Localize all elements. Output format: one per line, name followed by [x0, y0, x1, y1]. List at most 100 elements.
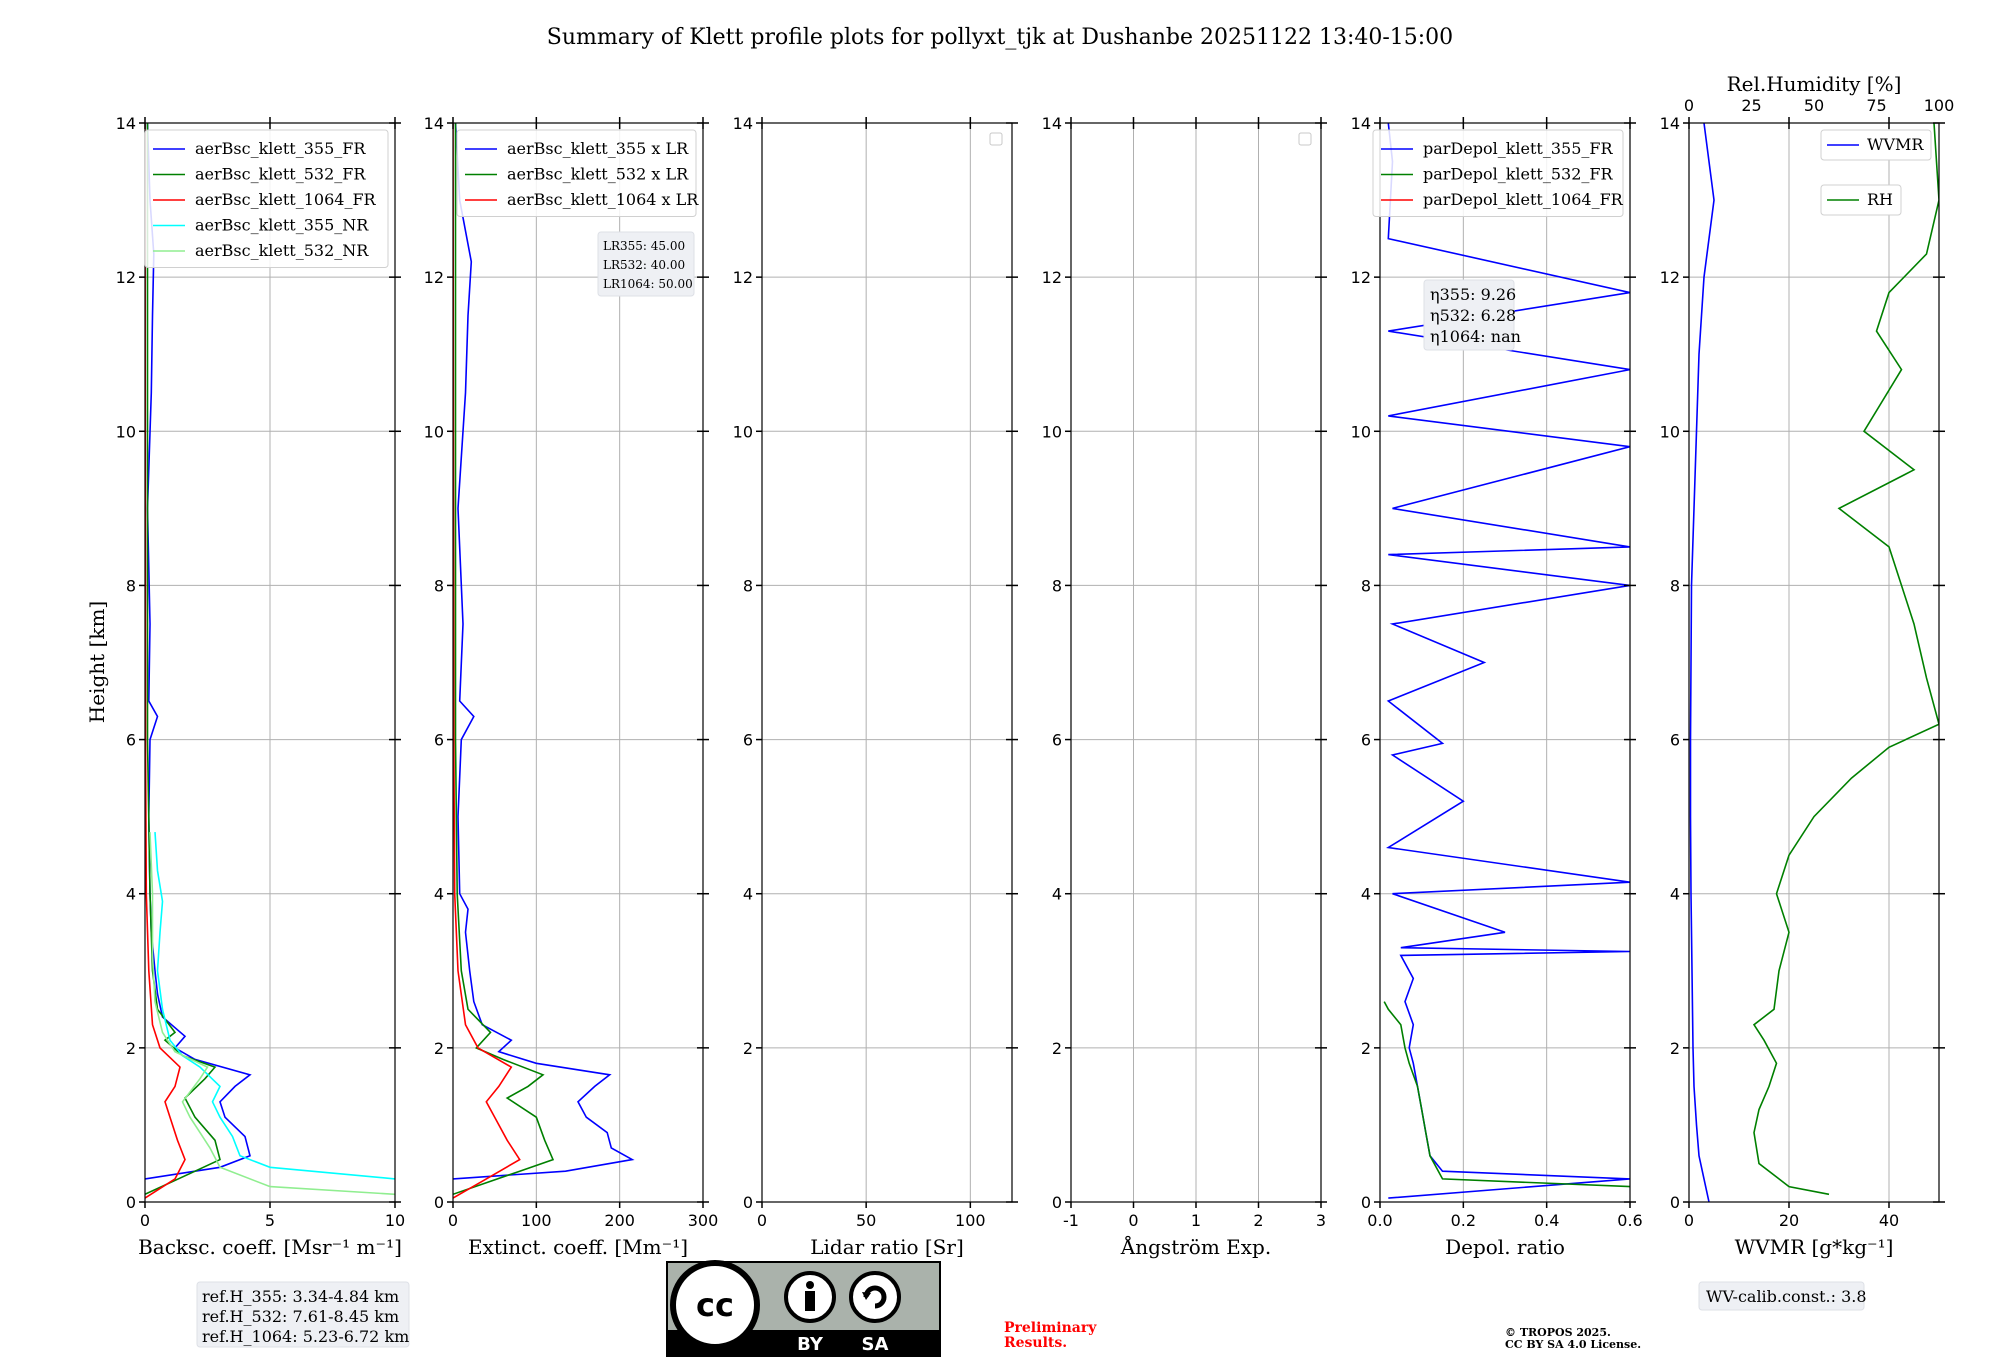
series-line-aerBsc_klett_532_NR [149, 832, 395, 1196]
legend-entry: parDepol_klett_355_FR [1423, 139, 1614, 158]
y-tick-label: 6 [743, 731, 753, 750]
x-tick-label: 40 [1879, 1211, 1899, 1230]
series-line-parDepol_klett_532_FR [1383, 1001, 1630, 1188]
y-tick-label: 10 [1351, 422, 1371, 441]
panels: 0 2 4 6 8 10 12 14 0 5 10 Backsc. coeff. [Msr⁻¹ m⁻¹… [116, 72, 1955, 1311]
legend-entry: aerBsc_klett_532_FR [195, 165, 366, 184]
legend-box [456, 129, 697, 217]
y-axis-label: Height [km] [85, 601, 109, 723]
legend-entry: parDepol_klett_532_FR [1423, 165, 1614, 184]
legend-entry: aerBsc_klett_532 x LR [507, 165, 689, 184]
x-tick-label: 0 [1684, 1211, 1694, 1230]
refH-355: ref.H_355: 3.34-4.84 km [202, 1287, 399, 1306]
y-tick-label: 2 [126, 1039, 136, 1058]
legend-entry: aerBsc_klett_355_FR [195, 139, 366, 158]
legend-entry: WVMR [1867, 135, 1924, 154]
legend-entry: aerBsc_klett_1064 x LR [507, 190, 699, 209]
series-group [1383, 123, 1630, 1199]
axes-frame [1379, 122, 1631, 1203]
top-x-tick-label: 25 [1741, 96, 1761, 115]
legend-entry: aerBsc_klett_355 x LR [507, 139, 689, 158]
y-tick-label: 10 [424, 422, 444, 441]
y-tick-label: 8 [743, 576, 753, 595]
axes-frame [761, 122, 1013, 1203]
x-tick-label: 0 [448, 1211, 458, 1230]
y-tick-label: 14 [424, 114, 444, 133]
x-tick-label: 50 [856, 1211, 876, 1230]
y-tick-label: 4 [1670, 885, 1680, 904]
series-line-aerBsc_klett_532 x LR [453, 123, 555, 1196]
axes-frame [1688, 122, 1940, 1203]
x-axis-label: Ångström Exp. [1120, 1234, 1271, 1259]
y-tick-label: 8 [126, 576, 136, 595]
y-tick-label: 10 [733, 422, 753, 441]
y-tick-label: 10 [1660, 422, 1680, 441]
y-tick-label: 8 [1670, 576, 1680, 595]
legend-entry: RH [1867, 190, 1893, 209]
series-group [1689, 123, 1939, 1202]
y-tick-label: 6 [1670, 731, 1680, 750]
series-line-aerBsc_klett_355_NR [154, 832, 395, 1180]
y-tick-label: 14 [1042, 114, 1062, 133]
x-axis-label: Depol. ratio [1445, 1235, 1565, 1259]
x-axis-label: Backsc. coeff. [Msr⁻¹ m⁻¹] [138, 1235, 402, 1259]
legend-box [144, 129, 389, 268]
y-tick-label: 12 [1351, 268, 1371, 287]
copyright-line-1: © TROPOS 2025. [1505, 1326, 1611, 1339]
x-tick-label: 5 [265, 1211, 275, 1230]
x-tick-label: 2 [1253, 1211, 1263, 1230]
lr-annotation-box [597, 231, 695, 297]
y-tick-label: 4 [743, 885, 753, 904]
y-tick-label: 4 [1052, 885, 1062, 904]
panel-lidar-ratio: 0 2 4 6 8 10 12 14 0 50 100 Lidar ratio [Sr] [733, 114, 1018, 1259]
empty-legend [1298, 132, 1312, 146]
y-tick-label: 10 [1042, 422, 1062, 441]
y-tick-label: 0 [743, 1193, 753, 1212]
x-tick-label: 0 [757, 1211, 767, 1230]
x-tick-label: 300 [688, 1211, 719, 1230]
legend-entry: aerBsc_klett_1064_FR [195, 190, 377, 209]
top-x-tick-label: 75 [1866, 96, 1886, 115]
by-label: BY [797, 1334, 824, 1355]
sa-label: SA [862, 1334, 889, 1355]
y-tick-label: 6 [1361, 731, 1371, 750]
legend-box [1372, 129, 1624, 217]
y-tick-label: 0 [126, 1193, 136, 1212]
x-tick-label: 100 [955, 1211, 986, 1230]
top-axis-label: Rel.Humidity [%] [1727, 72, 1902, 96]
y-tick-label: 2 [434, 1039, 444, 1058]
y-tick-label: 8 [1052, 576, 1062, 595]
series-line-RH [1752, 123, 1939, 1196]
y-tick-label: 12 [733, 268, 753, 287]
x-axis-label: Extinct. coeff. [Mm⁻¹] [468, 1235, 688, 1259]
eta-annotation-box [1423, 279, 1515, 351]
y-tick-label: 0 [1670, 1193, 1680, 1212]
wv-calib-box [1698, 1281, 1865, 1311]
x-axis-label: WVMR [g*kg⁻¹] [1735, 1235, 1894, 1259]
series-line-aerBsc_klett_1064_FR [145, 123, 186, 1199]
empty-legend [989, 132, 1003, 146]
x-tick-label: -1 [1063, 1211, 1079, 1230]
x-axis-label: Lidar ratio [Sr] [810, 1235, 964, 1259]
x-tick-label: 0 [1128, 1211, 1138, 1230]
y-tick-label: 4 [126, 885, 136, 904]
x-tick-label: 0.2 [1451, 1211, 1476, 1230]
y-tick-label: 6 [1052, 731, 1062, 750]
figure-title: Summary of Klett profile plots for polly… [547, 25, 1453, 50]
y-tick-label: 2 [1361, 1039, 1371, 1058]
cc-icon-text: cc [696, 1286, 734, 1324]
top-x-tick-label: 50 [1804, 96, 1824, 115]
y-tick-label: 12 [116, 268, 136, 287]
y-tick-label: 4 [1361, 885, 1371, 904]
series-line-aerBsc_klett_355_FR [145, 123, 252, 1180]
series-line-aerBsc_klett_355 x LR [453, 123, 635, 1180]
x-tick-label: 3 [1316, 1211, 1326, 1230]
x-tick-label: 0.6 [1617, 1211, 1642, 1230]
series-group [453, 123, 635, 1199]
top-x-tick-label: 100 [1924, 96, 1955, 115]
wv-calib-annotation: WV-calib.const.: 3.8 [1706, 1287, 1867, 1306]
y-tick-label: 12 [424, 268, 444, 287]
